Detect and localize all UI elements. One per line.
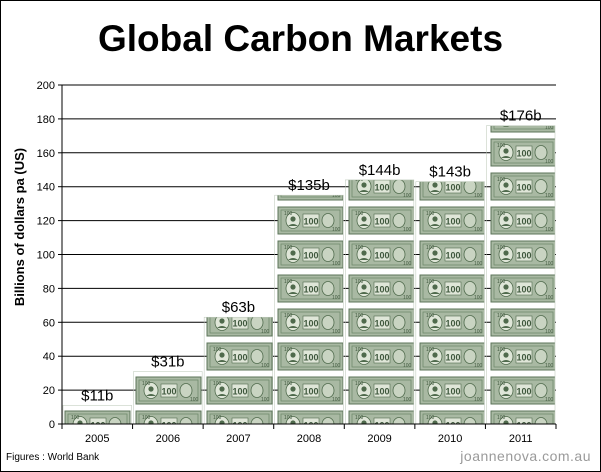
bar-2006 (133, 371, 203, 425)
y-tick-label-160: 160 (37, 148, 55, 160)
bar-2007 (203, 316, 273, 425)
bar-2011 (486, 125, 556, 425)
y-tick-label-60: 60 (43, 317, 55, 329)
data-label-2005: $11b (81, 387, 113, 404)
data-label-2009: $144b (359, 162, 401, 179)
y-tick-label-0: 0 (49, 419, 55, 431)
y-tick-label-140: 140 (37, 182, 55, 194)
source-note: Figures : World Bank (6, 452, 100, 463)
x-tick-label-2005: 2005 (85, 433, 109, 445)
y-tick-label-40: 40 (43, 351, 55, 363)
x-tick-label-2010: 2010 (438, 433, 462, 445)
y-tick-label-80: 80 (43, 283, 55, 295)
y-tick-label-100: 100 (37, 250, 55, 262)
data-label-2008: $135b (288, 177, 330, 194)
x-tick-label-2011: 2011 (509, 433, 533, 445)
data-label-2006: $31b (151, 353, 184, 370)
x-tick-label-2009: 2009 (367, 433, 391, 445)
data-label-2011: $176b (500, 108, 542, 125)
y-tick-label-200: 200 (37, 80, 55, 92)
data-label-2007: $63b (222, 299, 255, 316)
y-tick-label-120: 120 (37, 216, 55, 228)
x-tick-label-2008: 2008 (297, 433, 321, 445)
x-tick-label-2006: 2006 (156, 433, 180, 445)
bar-2010 (415, 181, 485, 425)
y-tick-label-180: 180 (37, 114, 55, 126)
x-tick-label-2007: 2007 (226, 433, 250, 445)
y-tick-label-20: 20 (43, 385, 55, 397)
watermark: joannenova.com.au (460, 448, 591, 464)
bar-2008 (274, 194, 344, 425)
bar-2005 (62, 405, 132, 425)
data-label-2010: $143b (429, 164, 471, 181)
bar-2009 (345, 179, 415, 425)
chart-title: Global Carbon Markets (97, 18, 504, 59)
